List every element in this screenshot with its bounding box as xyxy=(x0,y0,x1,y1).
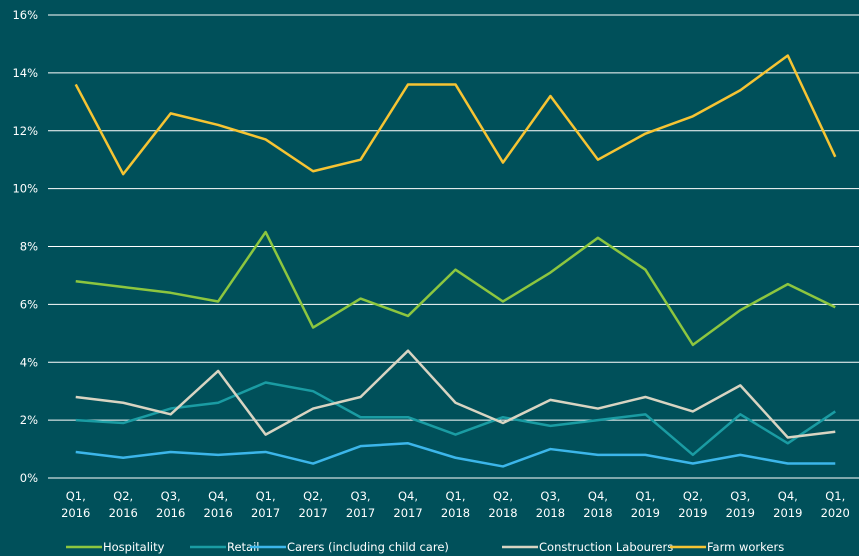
x-tick-label: Q2, 2018 xyxy=(488,489,517,520)
x-tick-label: Q4, 2017 xyxy=(393,489,422,520)
y-tick-label: 2% xyxy=(20,413,38,427)
y-tick-label: 12% xyxy=(12,124,38,138)
series-line xyxy=(75,230,836,347)
legend-label: Retail xyxy=(227,540,260,554)
series-line xyxy=(75,349,836,439)
x-tick-label: Q2, 2019 xyxy=(678,489,707,520)
legend-label: Farm workers xyxy=(707,540,784,554)
x-tick-label: Q1, 2020 xyxy=(821,489,850,520)
x-tick-label: Q4, 2019 xyxy=(773,489,802,520)
x-tick-label: Q1, 2016 xyxy=(61,489,90,520)
series-line xyxy=(75,442,836,468)
legend-label: Construction Labourers xyxy=(539,540,673,554)
x-tick-label: Q3, 2016 xyxy=(156,489,185,520)
y-tick-label: 14% xyxy=(12,66,38,80)
x-tick-label: Q2, 2016 xyxy=(109,489,138,520)
y-tick-label: 0% xyxy=(20,471,38,485)
x-tick-label: Q3, 2019 xyxy=(726,489,755,520)
x-tick-label: Q1, 2018 xyxy=(441,489,470,520)
y-tick-label: 4% xyxy=(20,355,38,369)
x-tick-label: Q4, 2018 xyxy=(583,489,612,520)
legend-label: Carers (including child care) xyxy=(287,540,449,554)
series-line xyxy=(74,54,837,176)
y-tick-label: 8% xyxy=(20,240,38,254)
x-tick-label: Q3, 2018 xyxy=(536,489,565,520)
y-tick-label: 16% xyxy=(12,8,38,22)
x-tick-label: Q4, 2016 xyxy=(204,489,233,520)
y-tick-label: 6% xyxy=(20,297,38,311)
x-tick-label: Q2, 2017 xyxy=(298,489,327,520)
series-line xyxy=(75,381,836,457)
x-tick-label: Q1, 2017 xyxy=(251,489,280,520)
y-tick-label: 10% xyxy=(12,182,38,196)
x-tick-label: Q3, 2017 xyxy=(346,489,375,520)
x-tick-label: Q1, 2019 xyxy=(631,489,660,520)
legend-label: Hospitality xyxy=(103,540,165,554)
